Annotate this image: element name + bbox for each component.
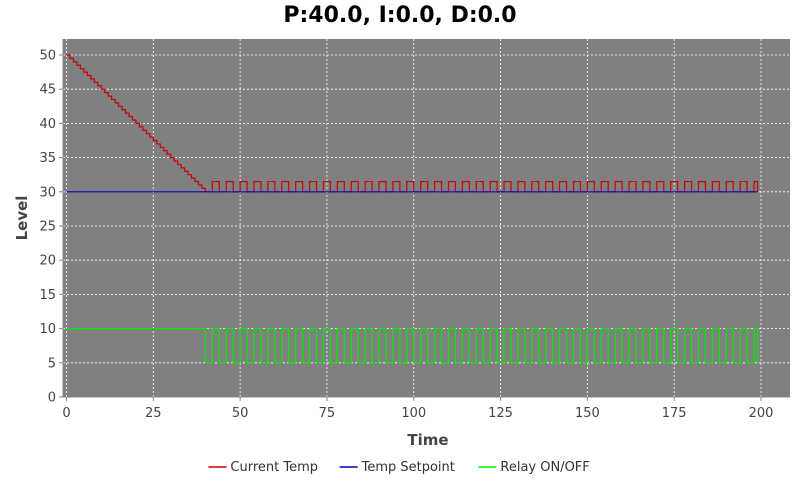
legend-label: Current Temp (230, 460, 318, 475)
grid (63, 39, 790, 397)
series-layer (66, 54, 759, 364)
y-tick-label: 15 (39, 288, 56, 303)
legend-label: Temp Setpoint (361, 460, 455, 475)
legend: Current Temp Temp Setpoint Relay ON/OFF (208, 460, 590, 475)
y-tick-label: 10 (39, 322, 56, 337)
x-axis-label: Time (407, 431, 448, 449)
x-tick-label: 125 (488, 406, 513, 421)
x-tick-label: 100 (401, 406, 426, 421)
x-tick-label: 75 (319, 406, 336, 421)
y-tick-label: 45 (39, 83, 56, 98)
x-tick-label: 0 (62, 406, 70, 421)
series-relay-on-off (66, 328, 759, 364)
x-tick-label: 150 (575, 406, 600, 421)
y-tick-label: 5 (48, 356, 56, 371)
y-axis-label: Level (13, 196, 31, 241)
x-tick-label: 200 (749, 406, 774, 421)
legend-label: Relay ON/OFF (500, 460, 589, 475)
y-tick-label: 25 (39, 220, 56, 235)
tick-labels: 0 5 10 15 20 25 30 35 40 45 50 0 25 50 75 100 125 150 175 2… (39, 49, 773, 422)
y-tick-label: 35 (39, 151, 56, 166)
chart-title: P:40.0, I:0.0, D:0.0 (283, 3, 516, 28)
axes (59, 39, 790, 401)
y-tick-label: 40 (39, 117, 56, 132)
x-tick-label: 25 (145, 406, 162, 421)
x-tick-label: 50 (232, 406, 249, 421)
y-tick-label: 0 (48, 391, 56, 406)
y-tick-label: 50 (39, 49, 56, 64)
y-tick-label: 20 (39, 254, 56, 269)
x-tick-label: 175 (662, 406, 687, 421)
plot-area (63, 39, 790, 397)
y-tick-label: 30 (39, 185, 56, 200)
